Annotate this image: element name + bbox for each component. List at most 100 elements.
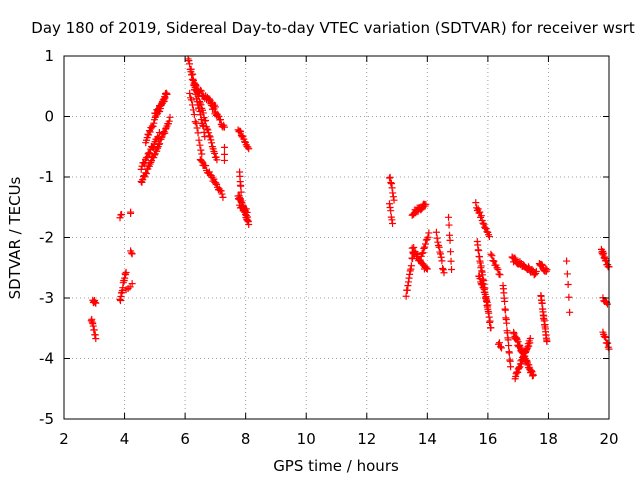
data-point xyxy=(198,158,206,166)
data-point xyxy=(389,189,397,197)
x-tick-label: 10 xyxy=(297,430,316,448)
data-point xyxy=(432,228,440,236)
data-point xyxy=(192,119,200,127)
data-point xyxy=(412,249,420,257)
data-point xyxy=(205,129,213,137)
data-point xyxy=(490,257,498,265)
data-point xyxy=(507,363,515,371)
data-point xyxy=(421,243,429,251)
data-point xyxy=(197,87,205,95)
data-point xyxy=(497,343,505,351)
data-point xyxy=(476,208,484,216)
data-point xyxy=(447,257,455,265)
data-point xyxy=(203,125,211,133)
data-point xyxy=(565,293,573,301)
data-point xyxy=(187,65,195,73)
data-point xyxy=(387,207,395,215)
data-point xyxy=(197,156,205,164)
data-point xyxy=(92,335,100,343)
data-point xyxy=(486,317,494,325)
x-axis-tick-labels: 2 4 6 8 10 12 14 16 18 20 xyxy=(59,430,618,448)
data-point xyxy=(118,211,126,219)
x-tick-label: 2 xyxy=(59,430,69,448)
data-point xyxy=(237,182,245,190)
data-point xyxy=(511,254,519,262)
data-point xyxy=(188,101,196,109)
data-point xyxy=(446,236,454,244)
data-point xyxy=(194,129,202,137)
data-point xyxy=(407,262,415,270)
data-point xyxy=(195,136,203,144)
data-point xyxy=(210,105,218,113)
data-point xyxy=(220,143,228,151)
data-point xyxy=(437,253,445,261)
data-point xyxy=(143,153,151,161)
data-point xyxy=(543,266,551,274)
data-point xyxy=(147,158,155,166)
x-axis-label: GPS time / hours xyxy=(273,457,399,475)
data-point xyxy=(196,86,204,94)
y-tick-label: -1 xyxy=(39,168,54,186)
data-point xyxy=(402,292,410,300)
data-point xyxy=(153,147,161,155)
y-tick-label: -5 xyxy=(39,410,54,428)
data-point xyxy=(390,196,398,204)
data-point xyxy=(145,131,153,139)
x-tick-label: 6 xyxy=(180,430,190,448)
data-point xyxy=(190,111,198,119)
data-point xyxy=(387,180,395,188)
data-point xyxy=(604,339,612,347)
data-point xyxy=(388,184,396,192)
data-point xyxy=(479,219,487,227)
data-point xyxy=(192,82,200,90)
data-point xyxy=(505,342,513,350)
data-point xyxy=(212,179,220,187)
data-point xyxy=(127,208,135,216)
data-point xyxy=(410,243,418,251)
data-point xyxy=(154,106,162,114)
data-point xyxy=(208,139,216,147)
data-point xyxy=(185,57,193,65)
data-point xyxy=(137,165,145,173)
data-point xyxy=(435,243,443,251)
data-point xyxy=(563,257,571,265)
data-point xyxy=(140,159,148,167)
data-point xyxy=(438,257,446,265)
data-point xyxy=(149,143,157,151)
data-point xyxy=(477,213,485,221)
data-point xyxy=(150,119,158,127)
data-point xyxy=(496,271,504,279)
grid xyxy=(64,56,609,419)
data-point xyxy=(420,244,428,252)
data-point xyxy=(142,169,150,177)
data-point xyxy=(526,334,534,342)
data-point xyxy=(543,337,551,345)
data-point xyxy=(92,299,100,307)
data-point xyxy=(90,298,98,306)
data-point xyxy=(189,70,197,78)
y-axis-label: SDTVAR / TECUs xyxy=(6,176,24,299)
data-point xyxy=(153,144,161,152)
data-point xyxy=(489,257,497,265)
data-point xyxy=(128,250,136,258)
data-point xyxy=(482,225,490,233)
data-point xyxy=(205,132,213,140)
data-point xyxy=(437,250,445,258)
data-point xyxy=(188,96,196,104)
data-point xyxy=(242,205,250,213)
data-point xyxy=(418,205,426,213)
data-point xyxy=(433,234,441,242)
data-point xyxy=(436,248,444,256)
data-point xyxy=(211,149,219,157)
data-point xyxy=(494,266,502,274)
data-point xyxy=(421,240,429,248)
data-point xyxy=(202,162,210,170)
data-point xyxy=(532,267,540,275)
y-axis-tick-labels: -5 -4 -3 -2 -1 0 1 xyxy=(39,47,54,428)
data-point xyxy=(210,175,218,183)
data-point xyxy=(186,60,194,68)
data-point xyxy=(150,151,158,159)
x-tick-label: 4 xyxy=(120,430,130,448)
data-point xyxy=(196,141,204,149)
